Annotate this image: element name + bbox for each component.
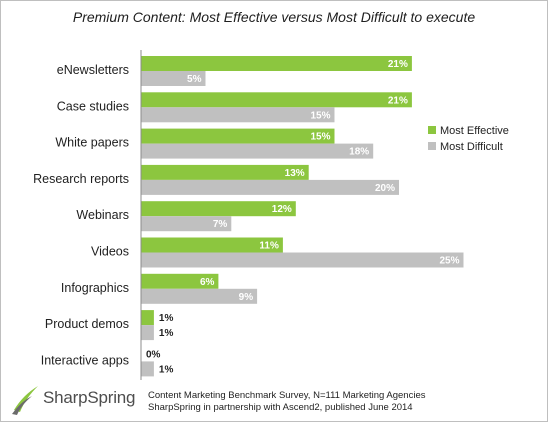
data-label: 15% — [310, 110, 330, 121]
source-line-2: SharpSpring in partnership with Ascend2,… — [148, 402, 413, 413]
bars-layer — [141, 56, 464, 377]
sharpspring-logo-icon — [12, 386, 38, 415]
source-note: Content Marketing Benchmark Survey, N=11… — [148, 390, 426, 414]
bar-most-difficult — [141, 179, 399, 195]
bar-most-difficult — [141, 216, 232, 232]
bar-most-difficult — [141, 361, 154, 377]
category-label: Infographics — [61, 281, 129, 295]
data-label: 11% — [259, 241, 279, 252]
bar-most-effective — [141, 273, 219, 289]
bar-most-effective — [141, 310, 154, 326]
value-labels: 21% 5% 21% 15% 15% 18% 13% 20% 12% 7% 11% 25% 6% 9% 1%… — [146, 59, 460, 375]
bar-most-effective — [141, 201, 296, 217]
category-label: Videos — [91, 245, 129, 259]
bar-most-difficult — [141, 143, 374, 159]
category-label: Research reports — [33, 172, 129, 186]
data-label: 7% — [213, 219, 228, 230]
category-label: Case studies — [57, 99, 129, 113]
data-label: 15% — [310, 132, 330, 143]
data-label: 20% — [375, 183, 395, 194]
bar-most-difficult — [141, 288, 258, 304]
category-label: White papers — [55, 136, 129, 150]
data-label: 12% — [272, 204, 292, 215]
bar-most-difficult — [141, 107, 335, 123]
bar-most-effective — [141, 56, 412, 71]
legend: Most Effective Most Difficult — [428, 125, 509, 153]
data-label: 21% — [388, 95, 408, 106]
bar-most-difficult — [141, 252, 464, 268]
data-label: 6% — [200, 277, 215, 288]
category-label: Interactive apps — [41, 353, 129, 367]
data-label: 25% — [439, 256, 459, 267]
chart-title: Premium Content: Most Effective versus M… — [72, 9, 476, 25]
data-label: 13% — [285, 168, 305, 179]
data-label: 0% — [146, 349, 161, 360]
bar-most-difficult — [141, 71, 206, 86]
legend-label: Most Difficult — [440, 141, 503, 153]
bar-most-effective — [141, 128, 335, 144]
legend-label: Most Effective — [440, 125, 509, 137]
data-label: 18% — [349, 147, 369, 158]
category-labels: eNewsletters Case studies White papers Rese… — [33, 63, 129, 367]
bar-most-effective — [141, 92, 412, 108]
legend-swatch-most-difficult — [428, 142, 436, 150]
source-line-1: Content Marketing Benchmark Survey, N=11… — [148, 390, 426, 401]
bar-most-difficult — [141, 325, 154, 341]
logo-text: SharpSpring — [43, 388, 136, 407]
bar-most-effective — [141, 164, 309, 180]
bar-chart: eNewsletters Case studies White papers Rese… — [33, 50, 509, 380]
legend-swatch-most-effective — [428, 126, 436, 134]
data-label: 21% — [388, 59, 408, 70]
sharpspring-logo: SharpSpring — [10, 380, 140, 416]
data-label: 1% — [159, 328, 174, 339]
category-label: eNewsletters — [57, 63, 129, 77]
data-label: 9% — [239, 292, 254, 303]
category-label: Webinars — [76, 208, 129, 222]
category-label: Product demos — [45, 317, 129, 331]
bar-most-effective — [141, 237, 283, 253]
data-label: 1% — [159, 364, 174, 375]
data-label: 1% — [159, 313, 174, 324]
data-label: 5% — [187, 74, 202, 85]
